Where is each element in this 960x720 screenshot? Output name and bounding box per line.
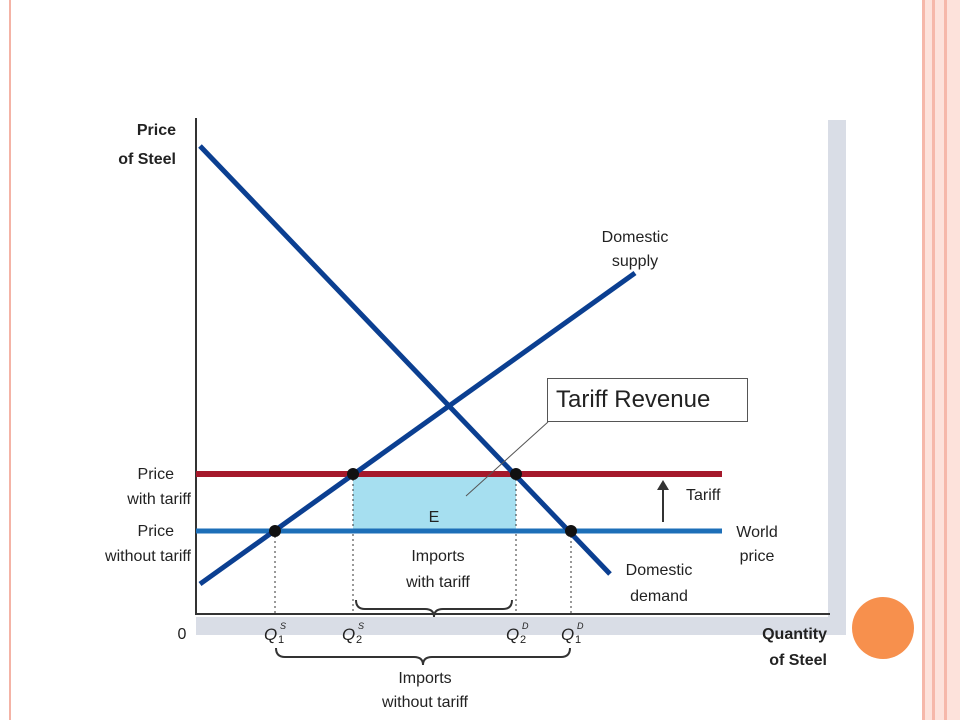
price-with-tariff-label-line2: with tariff: [126, 491, 191, 508]
domestic-demand-label-line1: Domestic: [626, 562, 693, 579]
point-q2s: [347, 468, 359, 480]
panel-shadow-bottom: [196, 617, 846, 635]
price-without-tariff-label-line1: Price: [138, 523, 175, 540]
q1s-sup: S: [280, 621, 286, 631]
tariff-arrow-head: [657, 480, 669, 490]
tariff-label: Tariff: [686, 487, 721, 504]
y-axis-title-line1: Price: [137, 122, 176, 139]
domestic-supply-label-line2: supply: [612, 253, 658, 270]
point-q1d: [565, 525, 577, 537]
imports-with-tariff-label-line2: with tariff: [405, 574, 470, 591]
q1s-tick-label: Q 1 S: [264, 621, 286, 646]
slide-frame-left: [9, 0, 11, 720]
tariff-revenue-callout: Tariff Revenue: [547, 378, 748, 422]
brace-imports-with-tariff: [355, 599, 513, 618]
x-axis-title-line2: of Steel: [769, 652, 827, 669]
world-price-label-line2: price: [740, 548, 775, 565]
slide-frame-right: [920, 0, 960, 720]
y-axis-title-line2: of Steel: [118, 151, 176, 168]
q2s-sub: 2: [356, 634, 362, 646]
q2d-tick-label: Q 2 D: [506, 621, 529, 646]
imports-with-tariff-label-line1: Imports: [411, 548, 464, 565]
q2d-sub: 2: [520, 634, 526, 646]
world-price-label-line1: World: [736, 524, 778, 541]
q1s-sub: 1: [278, 634, 284, 646]
q1d-sub: 1: [575, 634, 581, 646]
region-e-label: E: [429, 509, 440, 526]
callout-pointer: [465, 421, 549, 497]
q2d-sup: D: [522, 621, 529, 631]
q1d-sup: D: [577, 621, 584, 631]
q1d-base: Q: [561, 625, 574, 644]
imports-without-tariff-label-line2: without tariff: [381, 694, 469, 711]
domestic-supply-line: [198, 270, 637, 587]
decorative-orange-dot: [852, 597, 914, 659]
domestic-supply-label-line1: Domestic: [602, 229, 669, 246]
origin-label: 0: [178, 626, 187, 643]
q2d-base: Q: [506, 625, 519, 644]
panel-shadow-right: [828, 120, 846, 635]
imports-without-tariff-label-line1: Imports: [398, 670, 451, 687]
q2s-base: Q: [342, 625, 355, 644]
point-q2d: [510, 468, 522, 480]
x-axis-title-line1: Quantity: [762, 626, 827, 643]
q1s-base: Q: [264, 625, 277, 644]
domestic-demand-line: [198, 144, 612, 576]
q1d-tick-label: Q 1 D: [561, 621, 584, 646]
q2s-sup: S: [358, 621, 364, 631]
price-without-tariff-label-line2: without tariff: [104, 548, 192, 565]
brace-imports-without-tariff: [275, 647, 571, 666]
tariff-revenue-region: [353, 474, 516, 531]
q2s-tick-label: Q 2 S: [342, 621, 364, 646]
domestic-demand-label-line2: demand: [630, 588, 688, 605]
price-with-tariff-label-line1: Price: [138, 466, 175, 483]
point-q1s: [269, 525, 281, 537]
